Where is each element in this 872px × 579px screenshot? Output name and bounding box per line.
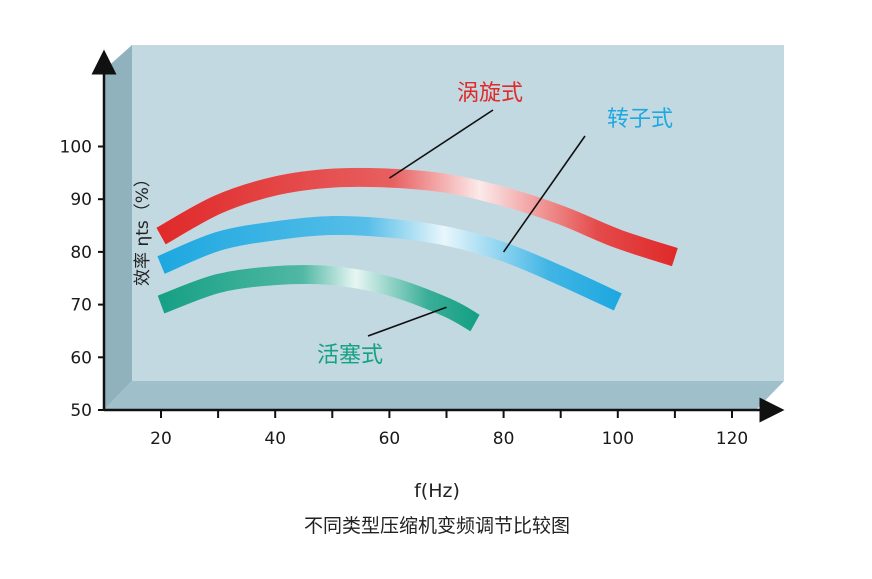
- y-tick-label: 50: [70, 401, 92, 421]
- plot-back-wall: [132, 45, 784, 381]
- series-label: 活塞式: [317, 343, 383, 368]
- series-line: [157, 215, 622, 311]
- y-tick-label: 100: [60, 138, 92, 158]
- chart-caption: 不同类型压缩机变频调节比较图: [304, 515, 570, 537]
- y-tick-label: 60: [70, 348, 92, 368]
- callout-line: [367, 306, 447, 337]
- series-label: 转子式: [607, 107, 673, 132]
- x-tick-label: 40: [264, 429, 286, 449]
- x-axis-title: f(Hz): [414, 480, 460, 502]
- x-tick-label: 20: [150, 429, 172, 449]
- y-tick-label: 90: [70, 190, 92, 210]
- plot-left-wall: [104, 45, 132, 410]
- callout-line: [388, 109, 494, 179]
- plot-floor: [104, 381, 784, 410]
- x-tick-label: 120: [716, 429, 748, 449]
- x-tick-label: 100: [602, 429, 634, 449]
- y-tick-label: 80: [70, 243, 92, 263]
- series-label: 涡旋式: [457, 81, 523, 106]
- y-axis-title: 效率 ηts（%）: [133, 170, 153, 286]
- series-line: [156, 167, 678, 267]
- y-tick-label: 70: [70, 296, 92, 316]
- x-tick-label: 80: [493, 429, 515, 449]
- callout-line: [502, 135, 586, 253]
- x-tick-label: 60: [379, 429, 401, 449]
